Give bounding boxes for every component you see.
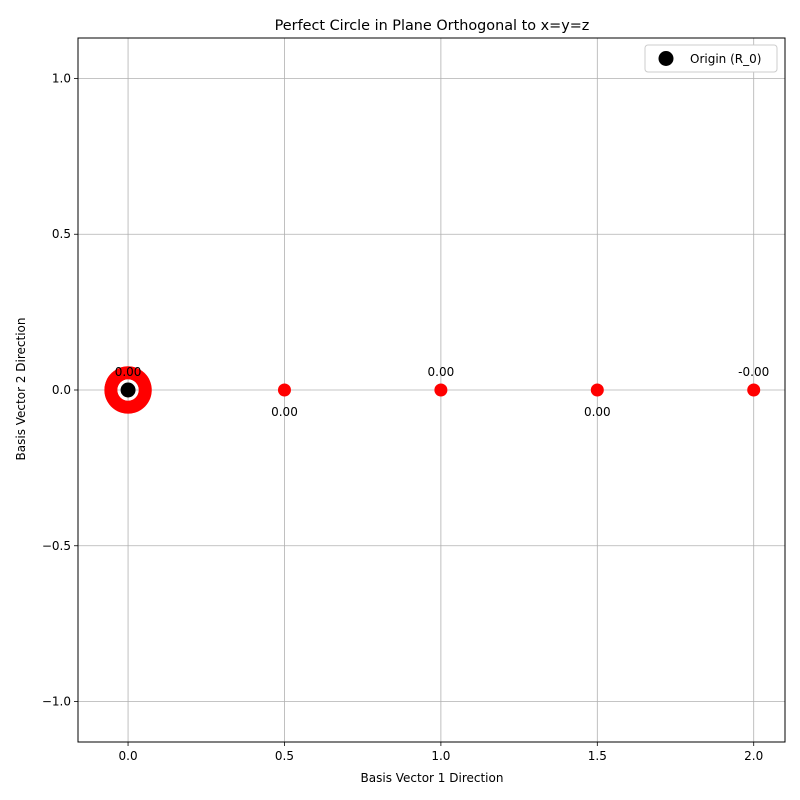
origin-marker-group [120, 382, 136, 398]
point-value-label: 0.00 [271, 405, 298, 419]
data-point [747, 383, 761, 397]
y-tick-label: 1.0 [52, 71, 71, 85]
point-cluster [104, 366, 152, 414]
point-value-label: -0.00 [738, 365, 769, 379]
legend-origin-label: Origin (R_0) [690, 52, 761, 66]
plot-frame [77, 37, 786, 743]
origin-marker [120, 382, 136, 398]
legend-frame [644, 44, 778, 73]
x-tick-label: 1.5 [588, 749, 607, 763]
y-tick-label: −1.0 [42, 695, 71, 709]
cluster-point [138, 381, 152, 395]
point-labels: 0.00 0.00 0.00 0.00 -0.00 [115, 365, 770, 419]
y-tick-label: 0.5 [52, 227, 71, 241]
legend: Origin (R_0) [644, 44, 778, 73]
point-value-label: 0.00 [584, 405, 611, 419]
x-tick-label: 0.5 [275, 749, 294, 763]
legend-origin-marker [658, 51, 674, 66]
y-ticks: −1.0 −0.5 0.0 0.5 1.0 [42, 71, 78, 709]
x-tick-label: 1.0 [431, 749, 450, 763]
point-value-label: 0.00 [115, 365, 142, 379]
data-point [277, 383, 291, 397]
data-point [434, 383, 448, 397]
x-tick-label: 0.0 [119, 749, 138, 763]
x-axis-label: Basis Vector 1 Direction [361, 771, 504, 785]
y-tick-label: −0.5 [42, 539, 71, 553]
chart-title: Perfect Circle in Plane Orthogonal to x=… [275, 18, 590, 34]
x-ticks: 0.0 0.5 1.0 1.5 2.0 [119, 742, 763, 763]
point-value-label: 0.00 [428, 365, 455, 379]
data-point [590, 383, 604, 397]
y-axis-label: Basis Vector 2 Direction [14, 318, 28, 461]
y-tick-label: 0.0 [52, 383, 71, 397]
x-tick-label: 2.0 [744, 749, 763, 763]
